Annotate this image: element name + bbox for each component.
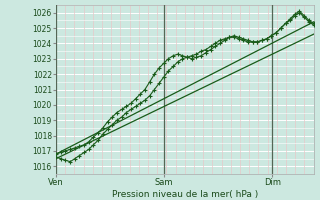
X-axis label: Pression niveau de la mer( hPa ): Pression niveau de la mer( hPa ): [112, 190, 258, 199]
